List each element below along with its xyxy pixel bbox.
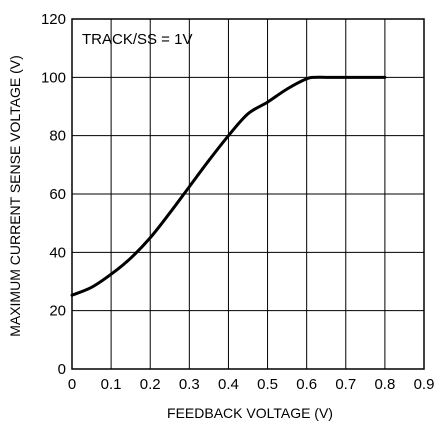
y-tick-label: 100: [41, 69, 66, 86]
x-tick-labels: 0 0.1 0.2 0.3 0.4 0.5 0.6 0.7 0.8 0.9: [68, 376, 435, 393]
x-tick-label: 0.5: [257, 376, 278, 393]
plot-frame: [71, 18, 425, 370]
x-axis-title: FEEDBACK VOLTAGE (V): [167, 405, 333, 421]
x-tick-label: 0.2: [140, 376, 161, 393]
series-line: [70, 75, 387, 297]
x-tick-label: 0.4: [218, 376, 239, 393]
y-tick-label: 0: [58, 361, 66, 378]
x-tick-label: 0.3: [179, 376, 200, 393]
y-tick-label: 80: [49, 128, 66, 145]
x-tick-label: 0.6: [296, 376, 317, 393]
x-tick-label: 0.7: [335, 376, 356, 393]
y-tick-label: 60: [49, 186, 66, 203]
y-axis-title: MAXIMUM CURRENT SENSE VOLTAGE (V): [7, 55, 23, 337]
x-tick-label: 0.8: [374, 376, 395, 393]
x-tick-label: 0.9: [414, 376, 435, 393]
x-tick-label: 0.1: [101, 376, 122, 393]
y-tick-labels: 0 20 40 60 80 100 120: [41, 11, 66, 378]
y-tick-label: 20: [49, 303, 66, 320]
x-tick-label: 0: [68, 376, 76, 393]
y-tick-label: 120: [41, 11, 66, 28]
grid: [71, 18, 425, 370]
y-tick-label: 40: [49, 244, 66, 261]
annotation-label: TRACK/SS = 1V: [82, 31, 192, 48]
